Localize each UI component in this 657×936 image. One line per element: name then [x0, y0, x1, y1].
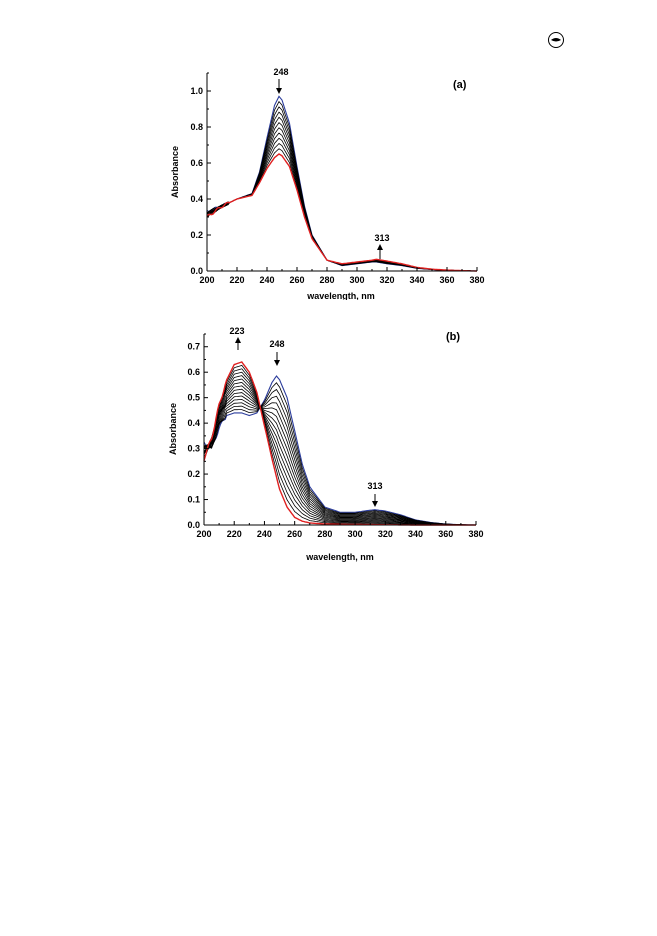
- chart-a-svg: 200 220 240 260 280 300 320 340 360 380 0.0 0.2 0.4 0…: [170, 67, 485, 301]
- x-tick-label: 300: [349, 275, 364, 285]
- x-tick-label: 340: [408, 529, 423, 539]
- chart-b-axes: [203, 334, 476, 526]
- chart-b-xlabel: wavelength, nm: [305, 552, 374, 562]
- y-tick-label: 0.8: [190, 122, 203, 132]
- spectrum-curve: [203, 385, 476, 526]
- panel-a-label: (a): [453, 79, 467, 91]
- chart-panel-a: 200 220 240 260 280 300 320 340 360 380 0.0 0.2 0.4 0…: [0, 0, 657, 301]
- chart-b-arrow-313: [372, 494, 378, 507]
- x-tick-label: 200: [196, 529, 211, 539]
- spectrum-curve: [203, 388, 476, 526]
- x-tick-label: 280: [319, 275, 334, 285]
- chart-a-peak-label-248: 248: [273, 67, 288, 77]
- x-tick-label: 200: [199, 275, 214, 285]
- x-tick-label: 380: [468, 529, 483, 539]
- y-tick-label: 0.6: [187, 367, 200, 377]
- chart-b-arrow-248: [274, 352, 280, 366]
- spectrum-curve: [203, 364, 476, 526]
- x-tick-label: 240: [259, 275, 274, 285]
- spectrum-curve: [203, 381, 476, 526]
- spectrum-curve: [206, 100, 477, 272]
- chart-b-ylabel: Absorbance: [168, 403, 178, 455]
- chart-a-curves: [206, 95, 477, 272]
- chart-a-xlabel: wavelength, nm: [306, 291, 375, 300]
- y-tick-label: 0.4: [190, 194, 203, 204]
- spectrum-curve: [206, 148, 477, 272]
- chart-b-peak-label-223: 223: [229, 326, 244, 336]
- x-tick-label: 300: [348, 529, 363, 539]
- y-tick-label: 0.4: [187, 418, 200, 428]
- y-tick-label: 0.2: [190, 230, 203, 240]
- spectrum-curve: [203, 388, 476, 526]
- x-tick-label: 340: [409, 275, 424, 285]
- chart-b-ticks: 200 220 240 260 280 300 320 340 360 380 0.0 0.1 0.2 0…: [187, 333, 484, 539]
- x-tick-label: 360: [438, 529, 453, 539]
- x-tick-label: 360: [439, 275, 454, 285]
- x-tick-label: 380: [469, 275, 484, 285]
- chart-a-peak-label-313: 313: [374, 233, 389, 243]
- x-tick-label: 220: [229, 275, 244, 285]
- eye-logo-icon: [548, 32, 564, 48]
- y-tick-label: 1.0: [190, 86, 203, 96]
- x-tick-label: 320: [379, 275, 394, 285]
- x-tick-label: 280: [317, 529, 332, 539]
- y-tick-label: 0.1: [187, 495, 200, 505]
- chart-b-svg: 200 220 240 260 280 300 320 340 360 380 0.0 0.1 0.2 0…: [168, 326, 484, 562]
- spectrum-curve: [206, 106, 477, 272]
- chart-b-arrow-223: [235, 337, 241, 350]
- spectrum-curve: [206, 111, 477, 272]
- spectrum-curve-last: [203, 361, 476, 526]
- spectrum-curve: [206, 116, 477, 272]
- spectrum-curve: [203, 395, 476, 526]
- x-tick-label: 220: [227, 529, 242, 539]
- x-tick-label: 260: [289, 275, 304, 285]
- chart-a-ticks: 200 220 240 260 280 300 320 340 360 380 0.0 0.2 0.4 0…: [190, 72, 485, 285]
- chart-b-peak-label-313: 313: [367, 481, 382, 491]
- chart-a-axes: [206, 73, 477, 272]
- spectrum-curve: [203, 398, 476, 526]
- y-tick-label: 0.0: [190, 266, 203, 276]
- x-tick-label: 240: [257, 529, 272, 539]
- chart-panel-b: 200 220 240 260 280 300 320 340 360 380 0.0 0.1 0.2 0…: [0, 310, 657, 570]
- spectrum-curve: [203, 392, 476, 526]
- chart-a-arrow-313: [377, 244, 383, 259]
- y-tick-label: 0.7: [187, 342, 200, 352]
- spectrum-curve: [203, 368, 476, 526]
- spectrum-curve-first: [206, 95, 477, 272]
- spectrum-curve-last: [206, 153, 477, 272]
- y-tick-label: 0.5: [187, 393, 200, 403]
- spectrum-curve: [203, 395, 476, 526]
- chart-b-curves: [203, 361, 476, 526]
- spectrum-curve: [206, 137, 477, 272]
- chart-b-peak-label-248: 248: [269, 339, 284, 349]
- x-tick-label: 260: [287, 529, 302, 539]
- y-tick-label: 0.3: [187, 444, 200, 454]
- chart-a-ylabel: Absorbance: [170, 146, 180, 198]
- y-tick-label: 0.0: [187, 520, 200, 530]
- y-tick-label: 0.2: [187, 469, 200, 479]
- chart-a-arrow-248: [276, 79, 282, 94]
- x-tick-label: 320: [378, 529, 393, 539]
- spectrum-curve: [206, 142, 477, 272]
- y-tick-label: 0.6: [190, 158, 203, 168]
- panel-b-label: (b): [446, 331, 460, 343]
- spectrum-curve: [206, 127, 477, 272]
- spectrum-curve: [206, 132, 477, 272]
